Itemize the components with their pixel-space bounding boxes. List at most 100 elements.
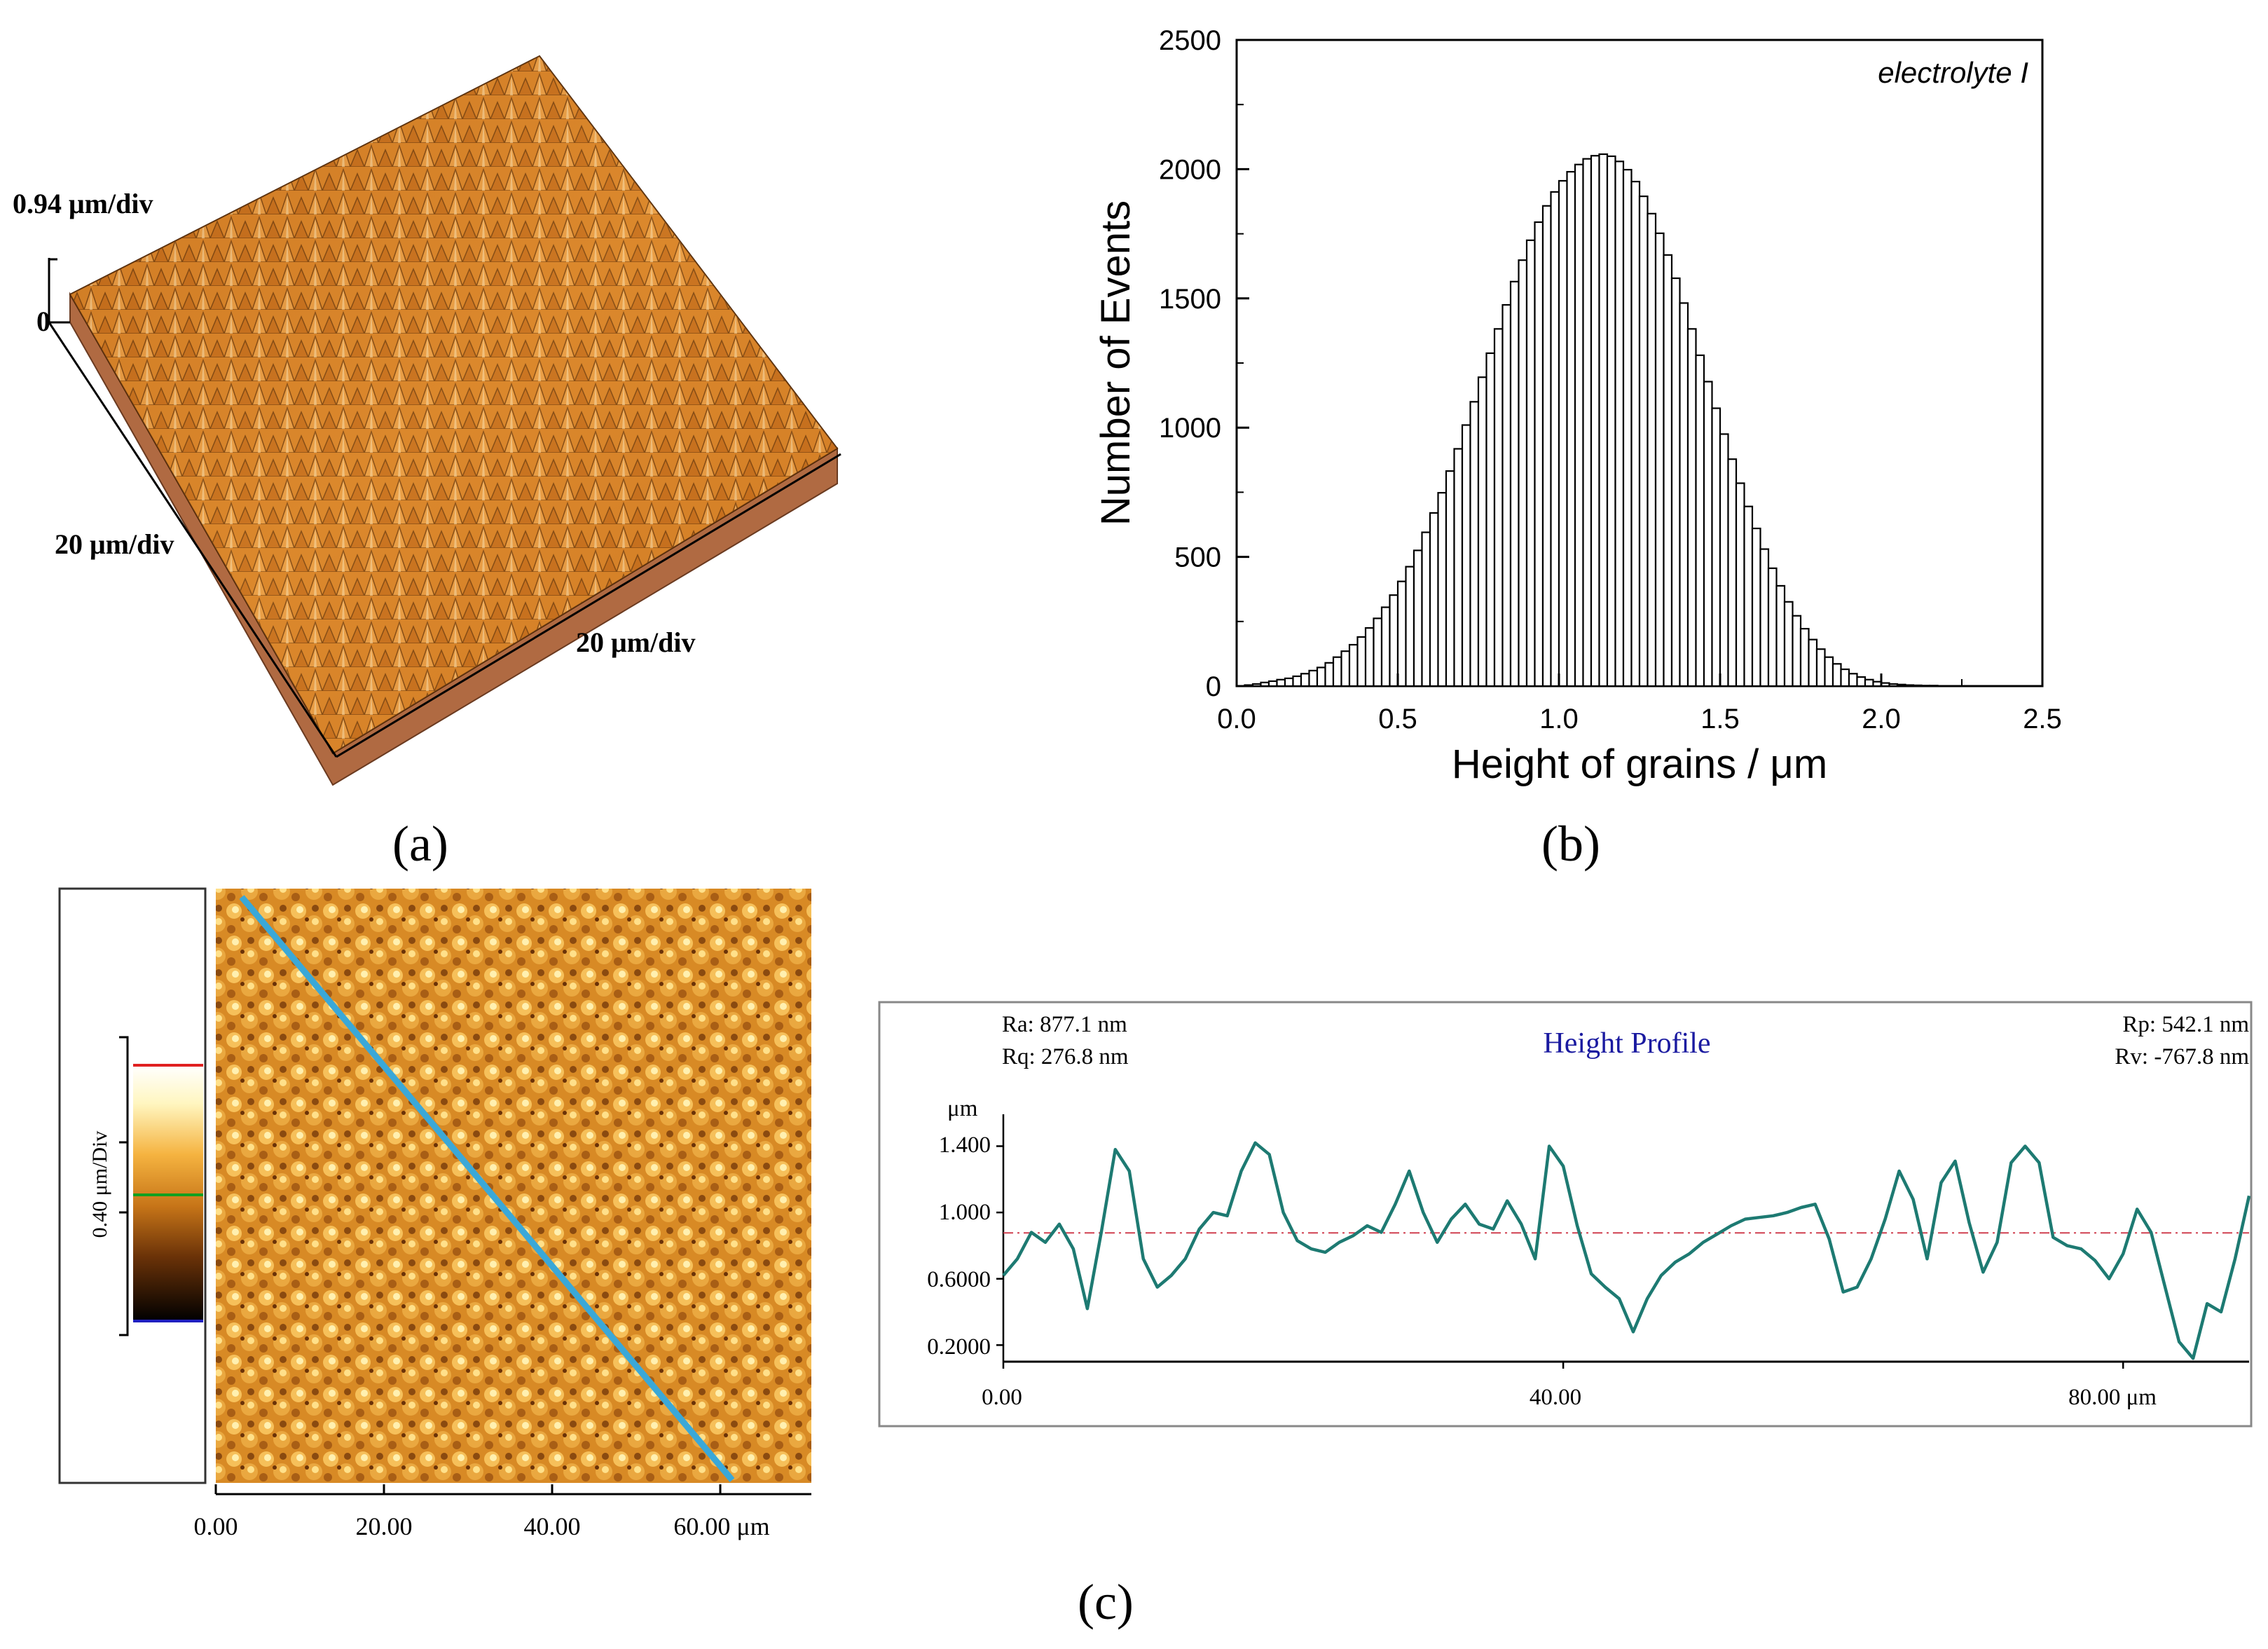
histogram-bar	[1727, 458, 1738, 687]
histogram-bar	[1574, 163, 1584, 687]
histogram-x-tick-label: 0.0	[1217, 704, 1256, 734]
profile-x-tick-2: 80.00 μm	[2068, 1385, 2157, 1410]
histogram-bar	[1840, 668, 1850, 687]
y-scale-label: 20 μm/div	[55, 528, 174, 560]
histogram-bar	[1340, 650, 1351, 687]
afm-3d-surface	[48, 55, 841, 786]
histogram-bar	[1525, 239, 1536, 687]
histogram-bar	[1856, 676, 1867, 687]
profile-y-tick-1: 1.000	[939, 1200, 991, 1225]
profile-y-unit: μm	[947, 1096, 978, 1121]
map-x-axis	[214, 1484, 722, 1494]
histogram-y-tick-label: 1500	[1159, 284, 1221, 315]
x-scale-label: 20 μm/div	[576, 627, 695, 658]
profile-x-tick-1: 40.00	[1530, 1385, 1581, 1410]
histogram-bar	[1421, 531, 1431, 687]
panel-label-a: (a)	[392, 816, 448, 872]
map-x-tick-3: 60.00 μm	[673, 1512, 769, 1540]
histogram-bar	[1928, 685, 1939, 687]
histogram-bar	[1767, 567, 1778, 687]
histogram-bar	[1799, 628, 1810, 687]
histogram-bar	[1389, 594, 1399, 687]
histogram-bar	[1831, 663, 1842, 687]
histogram-bar	[1493, 328, 1504, 687]
histogram-bar	[1815, 648, 1826, 687]
histogram-bar	[1759, 548, 1770, 687]
histogram-bar	[1614, 160, 1625, 687]
roughness-rv: Rv: -767.8 nm	[2115, 1044, 2249, 1069]
histogram-bar	[1437, 492, 1448, 687]
histogram-y-tick-label: 0	[1206, 671, 1221, 702]
histogram-bar	[1413, 549, 1423, 687]
histogram-bar	[1518, 259, 1528, 687]
histogram-bar	[1808, 638, 1818, 687]
histogram-bar	[1824, 656, 1834, 687]
histogram-bar	[1888, 683, 1899, 687]
histogram-bar	[1251, 683, 1262, 687]
histogram-bar	[1308, 669, 1319, 687]
histogram-bar	[1316, 666, 1326, 687]
histogram-bar	[1792, 615, 1802, 687]
histogram-bar	[1872, 680, 1883, 687]
histogram-bar	[1743, 505, 1754, 687]
colorbar-label: 0.40 μm/Div	[88, 1131, 111, 1238]
profile-x-tick-0: 0.00	[982, 1385, 1022, 1410]
histogram-bars	[1244, 153, 1971, 687]
panel-label-c: (c)	[1078, 1574, 1134, 1630]
map-x-tick-0: 0.00	[194, 1512, 238, 1540]
profile-y-tick-0: 1.400	[939, 1133, 991, 1158]
panel-a: 0.94 μm/div 0 20 μm/div 20 μm/div (a)	[13, 55, 841, 872]
histogram-bar	[1332, 656, 1342, 687]
histogram-x-tick-label: 2.0	[1862, 704, 1901, 734]
histogram-x-tick-label: 1.5	[1700, 704, 1740, 734]
histogram-bar	[1864, 678, 1874, 687]
histogram-y-tick-label: 2000	[1159, 154, 1221, 185]
histogram-bar	[1904, 684, 1915, 687]
histogram-x-tick-label: 1.0	[1539, 704, 1579, 734]
afm-2d-map	[216, 889, 811, 1483]
histogram-bar	[1534, 221, 1544, 687]
histogram-bar	[1880, 682, 1890, 687]
histogram-bar	[1711, 407, 1721, 687]
histogram-bar	[1654, 232, 1665, 687]
z-zero-label: 0	[36, 306, 50, 337]
histogram-bar	[1276, 678, 1286, 687]
histogram-y-axis-title: Number of Events	[1093, 200, 1139, 526]
histogram-bar	[1735, 482, 1745, 687]
histogram-bar	[1396, 580, 1407, 687]
histogram-bar	[1405, 566, 1415, 687]
histogram-bar	[1267, 680, 1278, 687]
histogram-bar	[1461, 424, 1471, 687]
histogram-bar	[1380, 606, 1391, 687]
roughness-ra: Ra: 877.1 nm	[1002, 1012, 1127, 1037]
height-profile-window	[878, 1001, 2253, 1428]
histogram-x-tick-label: 2.5	[2023, 704, 2062, 734]
histogram-bar	[1630, 181, 1641, 687]
histogram-x-axis-title: Height of grains / μm	[1452, 741, 1827, 787]
histogram-bar	[1679, 302, 1689, 687]
height-profile-plot	[996, 1114, 2251, 1369]
histogram-bar	[1469, 401, 1480, 687]
histogram-bar	[1550, 191, 1560, 687]
histogram-bar	[1783, 601, 1794, 687]
histogram-bar	[1453, 448, 1464, 687]
profile-y-tick-3: 0.2000	[927, 1334, 991, 1360]
histogram-bar	[1663, 254, 1673, 687]
z-scale-label: 0.94 μm/div	[13, 188, 153, 219]
histogram-bar	[1501, 303, 1512, 687]
histogram-bar	[1695, 354, 1705, 687]
histogram-y-tick-label: 500	[1174, 542, 1221, 573]
histogram-bar	[1896, 683, 1906, 687]
histogram-bar	[1260, 681, 1270, 687]
histogram-axes: 0.0 0.5 1.0 1.5 2.0 2.5 0 500 1000 1500 2000 2500	[1159, 25, 2062, 734]
histogram-bar	[1558, 179, 1568, 687]
height-profile-title: Height Profile	[1543, 1027, 1710, 1060]
histogram-y-tick-label: 1000	[1159, 413, 1221, 444]
histogram-bar	[1485, 352, 1496, 687]
histogram-bar	[1566, 170, 1576, 687]
panel-label-b: (b)	[1541, 816, 1600, 872]
histogram-annotation: electrolyte I	[1878, 56, 2028, 89]
histogram-bar	[1598, 153, 1609, 687]
roughness-rp: Rp: 542.1 nm	[2122, 1012, 2249, 1037]
